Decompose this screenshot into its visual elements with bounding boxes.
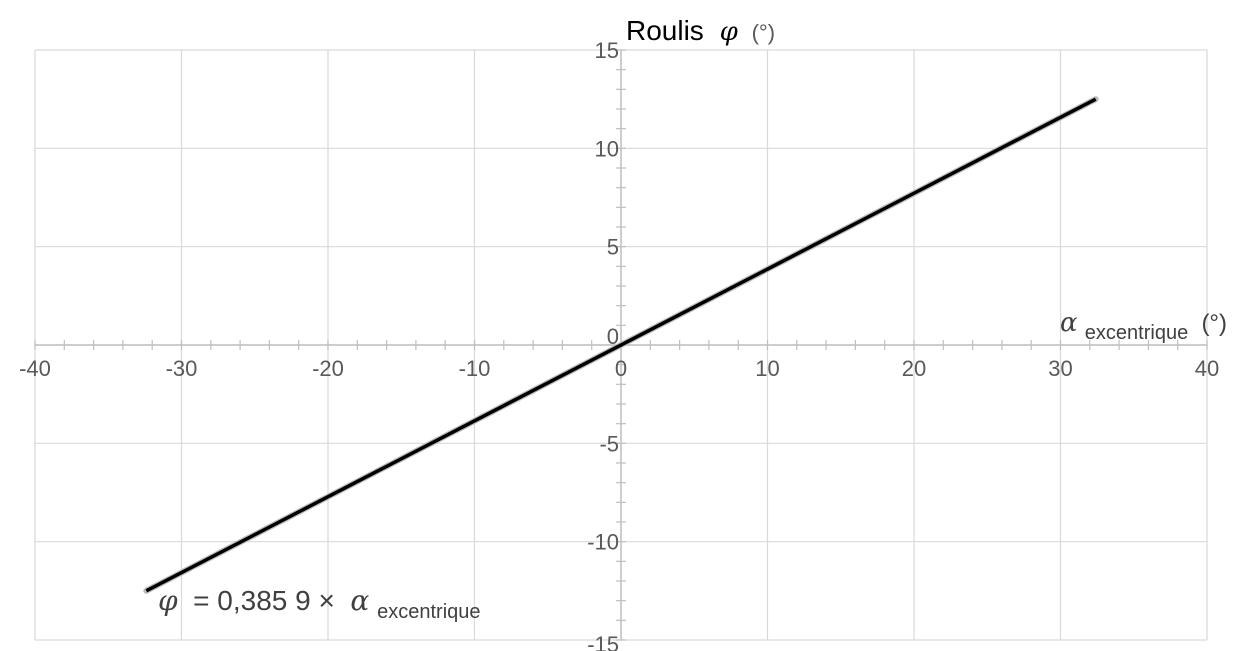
x-axis-label-unit: (°): [1201, 310, 1227, 337]
y-tick-label: 10: [595, 136, 619, 161]
x-axis-label-subscript: excentrique: [1085, 322, 1188, 344]
x-tick-label: -20: [312, 356, 344, 381]
x-tick-label: -30: [166, 356, 198, 381]
x-axis-label: α excentrique (°): [1060, 307, 1227, 345]
chart-title-main: Roulis: [626, 15, 704, 46]
equation-text: = 0,385 9 ×: [185, 585, 342, 616]
x-axis-label-symbol: α: [1060, 308, 1078, 338]
x-tick-label: 0: [615, 356, 627, 381]
x-tick-label: 10: [755, 356, 779, 381]
y-tick-label: 15: [595, 38, 619, 63]
y-tick-label: -5: [599, 431, 619, 456]
x-tick-label: -10: [459, 356, 491, 381]
series-layer: [143, 96, 1099, 594]
chart-title-unit: (°): [752, 20, 775, 45]
y-tick-label: -10: [587, 530, 619, 555]
series-line: [145, 97, 1097, 593]
x-tick-label: 30: [1048, 356, 1072, 381]
x-tick-label: 40: [1195, 356, 1219, 381]
tick-labels: -40 -30 -20 -10 0 10 20 30 40 -15 -10 -5 0 5 10 15: [19, 38, 1219, 651]
chart-title-symbol: φ: [720, 17, 739, 47]
x-tick-label: 20: [902, 356, 926, 381]
y-tick-label: -15: [587, 632, 619, 651]
equation-annotation: φ = 0,385 9 × α excentrique: [158, 584, 481, 623]
y-tick-label: 0: [607, 324, 619, 349]
chart-title: Roulis φ (°): [626, 15, 775, 47]
equation-lhs-symbol: φ: [158, 584, 178, 617]
equation-rhs-symbol: α: [350, 584, 369, 617]
x-tick-label: -40: [19, 356, 51, 381]
equation-rhs-subscript: excentrique: [377, 601, 480, 623]
y-tick-label: 5: [607, 235, 619, 260]
